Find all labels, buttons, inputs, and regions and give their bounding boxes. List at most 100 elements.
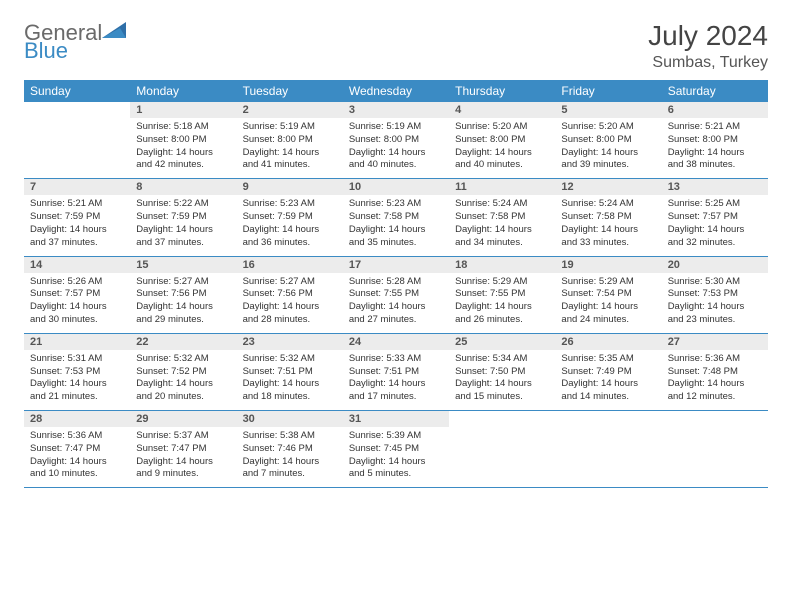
day-number: 16: [237, 257, 343, 273]
calendar-day-cell: 2Sunrise: 5:19 AMSunset: 8:00 PMDaylight…: [237, 102, 343, 179]
calendar-day-cell: 16Sunrise: 5:27 AMSunset: 7:56 PMDayligh…: [237, 256, 343, 333]
day-number: 18: [449, 257, 555, 273]
day-content: Sunrise: 5:24 AMSunset: 7:58 PMDaylight:…: [555, 195, 661, 255]
weekday-header: Friday: [555, 80, 661, 102]
day-content: Sunrise: 5:29 AMSunset: 7:55 PMDaylight:…: [449, 273, 555, 333]
day-content: Sunrise: 5:35 AMSunset: 7:49 PMDaylight:…: [555, 350, 661, 410]
weekday-header: Wednesday: [343, 80, 449, 102]
calendar-day-cell: 25Sunrise: 5:34 AMSunset: 7:50 PMDayligh…: [449, 333, 555, 410]
calendar-day-cell: 6Sunrise: 5:21 AMSunset: 8:00 PMDaylight…: [662, 102, 768, 179]
day-content: Sunrise: 5:18 AMSunset: 8:00 PMDaylight:…: [130, 118, 236, 178]
weekday-header: Thursday: [449, 80, 555, 102]
day-content: Sunrise: 5:33 AMSunset: 7:51 PMDaylight:…: [343, 350, 449, 410]
calendar-day-cell: 3Sunrise: 5:19 AMSunset: 8:00 PMDaylight…: [343, 102, 449, 179]
day-number: 26: [555, 334, 661, 350]
calendar-day-cell: 19Sunrise: 5:29 AMSunset: 7:54 PMDayligh…: [555, 256, 661, 333]
day-content: Sunrise: 5:29 AMSunset: 7:54 PMDaylight:…: [555, 273, 661, 333]
day-number: 15: [130, 257, 236, 273]
calendar-empty-cell: [449, 411, 555, 488]
day-content: Sunrise: 5:36 AMSunset: 7:47 PMDaylight:…: [24, 427, 130, 487]
calendar-day-cell: 11Sunrise: 5:24 AMSunset: 7:58 PMDayligh…: [449, 179, 555, 256]
calendar-day-cell: 24Sunrise: 5:33 AMSunset: 7:51 PMDayligh…: [343, 333, 449, 410]
day-content: Sunrise: 5:32 AMSunset: 7:52 PMDaylight:…: [130, 350, 236, 410]
day-number: 5: [555, 102, 661, 118]
day-number: 2: [237, 102, 343, 118]
calendar-week-row: 28Sunrise: 5:36 AMSunset: 7:47 PMDayligh…: [24, 411, 768, 488]
day-number: 1: [130, 102, 236, 118]
day-content: Sunrise: 5:21 AMSunset: 8:00 PMDaylight:…: [662, 118, 768, 178]
day-number: 8: [130, 179, 236, 195]
calendar-empty-cell: [24, 102, 130, 179]
day-number: 19: [555, 257, 661, 273]
day-number: 3: [343, 102, 449, 118]
calendar-empty-cell: [662, 411, 768, 488]
day-number: 23: [237, 334, 343, 350]
logo-triangle-icon: [102, 20, 128, 40]
calendar-day-cell: 30Sunrise: 5:38 AMSunset: 7:46 PMDayligh…: [237, 411, 343, 488]
header: General Blue July 2024 Sumbas, Turkey: [24, 20, 768, 72]
day-number: 14: [24, 257, 130, 273]
day-number: 10: [343, 179, 449, 195]
calendar-day-cell: 4Sunrise: 5:20 AMSunset: 8:00 PMDaylight…: [449, 102, 555, 179]
month-title: July 2024: [648, 20, 768, 52]
weekday-header: Sunday: [24, 80, 130, 102]
day-content: Sunrise: 5:23 AMSunset: 7:59 PMDaylight:…: [237, 195, 343, 255]
calendar-day-cell: 21Sunrise: 5:31 AMSunset: 7:53 PMDayligh…: [24, 333, 130, 410]
day-content: Sunrise: 5:38 AMSunset: 7:46 PMDaylight:…: [237, 427, 343, 487]
day-content: Sunrise: 5:22 AMSunset: 7:59 PMDaylight:…: [130, 195, 236, 255]
day-number: 12: [555, 179, 661, 195]
calendar-day-cell: 15Sunrise: 5:27 AMSunset: 7:56 PMDayligh…: [130, 256, 236, 333]
calendar-day-cell: 22Sunrise: 5:32 AMSunset: 7:52 PMDayligh…: [130, 333, 236, 410]
day-number: 6: [662, 102, 768, 118]
title-block: July 2024 Sumbas, Turkey: [648, 20, 768, 72]
day-content: Sunrise: 5:36 AMSunset: 7:48 PMDaylight:…: [662, 350, 768, 410]
day-number: 17: [343, 257, 449, 273]
logo: General Blue: [24, 20, 128, 63]
day-number: 11: [449, 179, 555, 195]
day-content: Sunrise: 5:26 AMSunset: 7:57 PMDaylight:…: [24, 273, 130, 333]
calendar-day-cell: 23Sunrise: 5:32 AMSunset: 7:51 PMDayligh…: [237, 333, 343, 410]
calendar-body: 1Sunrise: 5:18 AMSunset: 8:00 PMDaylight…: [24, 102, 768, 488]
calendar-day-cell: 5Sunrise: 5:20 AMSunset: 8:00 PMDaylight…: [555, 102, 661, 179]
day-number: 7: [24, 179, 130, 195]
calendar-day-cell: 31Sunrise: 5:39 AMSunset: 7:45 PMDayligh…: [343, 411, 449, 488]
calendar-day-cell: 10Sunrise: 5:23 AMSunset: 7:58 PMDayligh…: [343, 179, 449, 256]
day-content: Sunrise: 5:34 AMSunset: 7:50 PMDaylight:…: [449, 350, 555, 410]
day-content: Sunrise: 5:27 AMSunset: 7:56 PMDaylight:…: [237, 273, 343, 333]
day-content: Sunrise: 5:30 AMSunset: 7:53 PMDaylight:…: [662, 273, 768, 333]
weekday-header: Saturday: [662, 80, 768, 102]
weekday-header: Monday: [130, 80, 236, 102]
day-content: Sunrise: 5:19 AMSunset: 8:00 PMDaylight:…: [343, 118, 449, 178]
calendar-day-cell: 28Sunrise: 5:36 AMSunset: 7:47 PMDayligh…: [24, 411, 130, 488]
calendar-empty-cell: [555, 411, 661, 488]
day-number: 13: [662, 179, 768, 195]
calendar-day-cell: 27Sunrise: 5:36 AMSunset: 7:48 PMDayligh…: [662, 333, 768, 410]
calendar-day-cell: 1Sunrise: 5:18 AMSunset: 8:00 PMDaylight…: [130, 102, 236, 179]
day-content: Sunrise: 5:20 AMSunset: 8:00 PMDaylight:…: [449, 118, 555, 178]
day-content: Sunrise: 5:21 AMSunset: 7:59 PMDaylight:…: [24, 195, 130, 255]
day-content: Sunrise: 5:25 AMSunset: 7:57 PMDaylight:…: [662, 195, 768, 255]
calendar-week-row: 7Sunrise: 5:21 AMSunset: 7:59 PMDaylight…: [24, 179, 768, 256]
weekday-header-row: Sunday Monday Tuesday Wednesday Thursday…: [24, 80, 768, 102]
weekday-header: Tuesday: [237, 80, 343, 102]
day-number: 4: [449, 102, 555, 118]
day-content: Sunrise: 5:32 AMSunset: 7:51 PMDaylight:…: [237, 350, 343, 410]
day-number: 24: [343, 334, 449, 350]
calendar-day-cell: 8Sunrise: 5:22 AMSunset: 7:59 PMDaylight…: [130, 179, 236, 256]
day-content: Sunrise: 5:24 AMSunset: 7:58 PMDaylight:…: [449, 195, 555, 255]
calendar-day-cell: 18Sunrise: 5:29 AMSunset: 7:55 PMDayligh…: [449, 256, 555, 333]
calendar-day-cell: 14Sunrise: 5:26 AMSunset: 7:57 PMDayligh…: [24, 256, 130, 333]
calendar-week-row: 14Sunrise: 5:26 AMSunset: 7:57 PMDayligh…: [24, 256, 768, 333]
day-number: 22: [130, 334, 236, 350]
calendar-day-cell: 7Sunrise: 5:21 AMSunset: 7:59 PMDaylight…: [24, 179, 130, 256]
calendar-week-row: 1Sunrise: 5:18 AMSunset: 8:00 PMDaylight…: [24, 102, 768, 179]
day-content: Sunrise: 5:37 AMSunset: 7:47 PMDaylight:…: [130, 427, 236, 487]
calendar-day-cell: 12Sunrise: 5:24 AMSunset: 7:58 PMDayligh…: [555, 179, 661, 256]
calendar-day-cell: 13Sunrise: 5:25 AMSunset: 7:57 PMDayligh…: [662, 179, 768, 256]
day-content: Sunrise: 5:23 AMSunset: 7:58 PMDaylight:…: [343, 195, 449, 255]
calendar-week-row: 21Sunrise: 5:31 AMSunset: 7:53 PMDayligh…: [24, 333, 768, 410]
day-content: Sunrise: 5:39 AMSunset: 7:45 PMDaylight:…: [343, 427, 449, 487]
calendar-day-cell: 29Sunrise: 5:37 AMSunset: 7:47 PMDayligh…: [130, 411, 236, 488]
day-number: 31: [343, 411, 449, 427]
day-content: Sunrise: 5:19 AMSunset: 8:00 PMDaylight:…: [237, 118, 343, 178]
